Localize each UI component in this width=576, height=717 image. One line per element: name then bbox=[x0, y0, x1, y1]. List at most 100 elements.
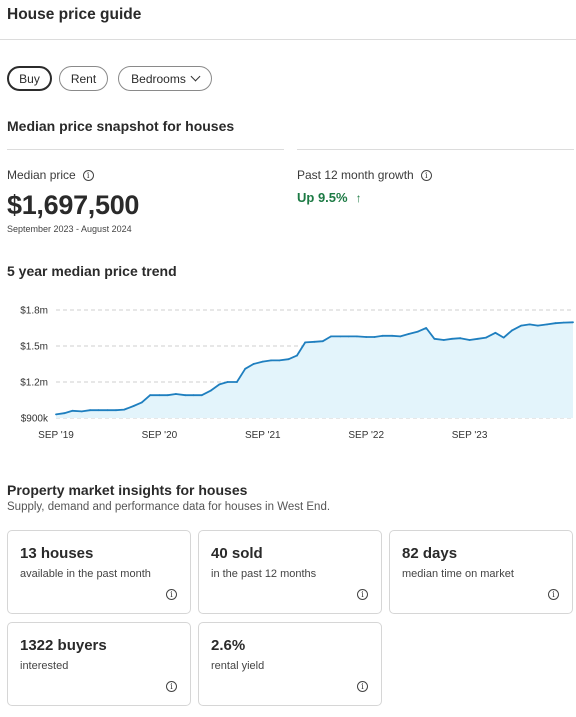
info-icon[interactable]: i bbox=[166, 681, 177, 692]
stat-card-days-on-market: 82 days median time on market i bbox=[389, 530, 573, 614]
bedrooms-dropdown[interactable]: Bedrooms bbox=[118, 66, 212, 91]
stat-card-available: 13 houses available in the past month i bbox=[7, 530, 191, 614]
growth-value-text: Up 9.5% bbox=[297, 190, 348, 205]
data-point bbox=[304, 341, 307, 344]
data-point bbox=[149, 394, 152, 397]
header-divider bbox=[0, 39, 576, 40]
data-point bbox=[210, 389, 213, 392]
data-point bbox=[407, 333, 410, 335]
buy-filter-label: Buy bbox=[19, 71, 40, 86]
stat-card-value: 40 sold bbox=[211, 545, 263, 562]
data-point bbox=[477, 337, 479, 340]
buy-filter-button[interactable]: Buy bbox=[7, 66, 52, 91]
data-point bbox=[356, 335, 358, 338]
x-tick-label: SEP '22 bbox=[348, 430, 384, 441]
data-point bbox=[132, 405, 135, 407]
page-title: House price guide bbox=[7, 6, 142, 23]
data-point bbox=[572, 321, 574, 324]
stat-card-sold: 40 sold in the past 12 months i bbox=[198, 530, 382, 614]
stat-card-value: 2.6% bbox=[211, 637, 246, 654]
info-icon[interactable]: i bbox=[420, 169, 432, 181]
data-point bbox=[252, 363, 255, 365]
median-price-label: Median price i bbox=[7, 168, 94, 182]
info-icon[interactable]: i bbox=[548, 589, 559, 600]
stat-card-caption: available in the past month bbox=[20, 568, 151, 580]
data-point bbox=[546, 323, 548, 326]
info-icon[interactable]: i bbox=[357, 589, 368, 600]
data-point bbox=[562, 321, 565, 324]
stat-card-value: 1322 buyers bbox=[20, 637, 107, 654]
growth-value: Up 9.5% ↑ bbox=[297, 190, 362, 205]
data-point bbox=[184, 394, 187, 397]
y-tick-label: $1.8m bbox=[20, 306, 48, 317]
data-point bbox=[200, 394, 203, 397]
y-tick-label: $900k bbox=[21, 414, 49, 425]
data-point bbox=[55, 413, 57, 416]
stat-card-rental-yield: 2.6% rental yield i bbox=[198, 622, 382, 706]
price-points bbox=[55, 321, 574, 416]
chevron-down-icon bbox=[190, 71, 201, 82]
data-point bbox=[425, 327, 428, 329]
data-point bbox=[244, 367, 247, 370]
data-point bbox=[494, 331, 497, 334]
stat-card-caption: in the past 12 months bbox=[211, 568, 317, 580]
y-tick-label: $1.2m bbox=[20, 378, 48, 389]
data-point bbox=[459, 337, 462, 340]
data-point bbox=[313, 340, 316, 343]
data-point bbox=[381, 334, 384, 337]
x-axis-ticks: SEP '19 SEP '20 SEP '21 SEP '22 SEP '23 bbox=[38, 430, 488, 441]
data-point bbox=[554, 322, 557, 325]
price-trend-chart: $900k$1.2m$1.5m$1.8m SEP '19 SEP '20 SEP '… bbox=[20, 306, 574, 441]
data-point bbox=[451, 337, 453, 340]
median-price-value: $1,697,500 bbox=[7, 190, 140, 220]
growth-label: Past 12 month growth i bbox=[297, 168, 432, 182]
bedrooms-dropdown-label: Bedrooms bbox=[131, 71, 186, 86]
data-point bbox=[71, 409, 74, 412]
insights-title: Property market insights for houses bbox=[7, 482, 248, 498]
data-point bbox=[106, 409, 109, 412]
data-point bbox=[502, 336, 505, 339]
info-icon[interactable]: i bbox=[357, 681, 368, 692]
y-axis-ticks: $900k $1.2m $1.5m $1.8m bbox=[20, 306, 49, 425]
data-point bbox=[89, 409, 91, 412]
data-point bbox=[97, 409, 100, 412]
x-tick-label: SEP '19 bbox=[38, 430, 74, 441]
median-price-period: September 2023 - August 2024 bbox=[7, 224, 132, 234]
data-point bbox=[417, 330, 419, 333]
data-point bbox=[123, 408, 126, 411]
data-point bbox=[218, 383, 221, 386]
data-point bbox=[391, 334, 393, 337]
stat-card-caption: rental yield bbox=[211, 660, 265, 672]
median-price-label-text: Median price bbox=[7, 168, 76, 182]
trend-title: 5 year median price trend bbox=[7, 263, 177, 279]
snapshot-divider-right bbox=[297, 149, 574, 150]
rent-filter-label: Rent bbox=[70, 71, 97, 86]
info-icon[interactable]: i bbox=[82, 169, 94, 181]
data-point bbox=[158, 394, 161, 397]
data-point bbox=[330, 335, 332, 338]
stat-card-value: 82 days bbox=[402, 545, 458, 562]
data-point bbox=[175, 393, 177, 395]
data-point bbox=[511, 329, 513, 332]
rent-filter-button[interactable]: Rent bbox=[59, 66, 108, 91]
data-point bbox=[468, 339, 471, 341]
data-point bbox=[63, 412, 66, 415]
data-point bbox=[166, 394, 169, 397]
data-point bbox=[261, 360, 264, 363]
data-point bbox=[442, 339, 445, 341]
data-point bbox=[296, 354, 298, 357]
data-point bbox=[536, 324, 539, 327]
info-icon[interactable]: i bbox=[166, 589, 177, 600]
data-point bbox=[80, 410, 83, 413]
data-point bbox=[339, 335, 342, 338]
growth-label-text: Past 12 month growth bbox=[297, 168, 414, 182]
data-point bbox=[236, 381, 238, 383]
data-point bbox=[528, 323, 531, 326]
stat-card-caption: interested bbox=[20, 660, 69, 672]
data-point bbox=[433, 337, 436, 340]
snapshot-title: Median price snapshot for houses bbox=[7, 118, 235, 134]
data-point bbox=[226, 381, 229, 383]
stat-card-caption: median time on market bbox=[402, 568, 514, 580]
data-point bbox=[485, 336, 487, 339]
data-point bbox=[399, 335, 402, 338]
